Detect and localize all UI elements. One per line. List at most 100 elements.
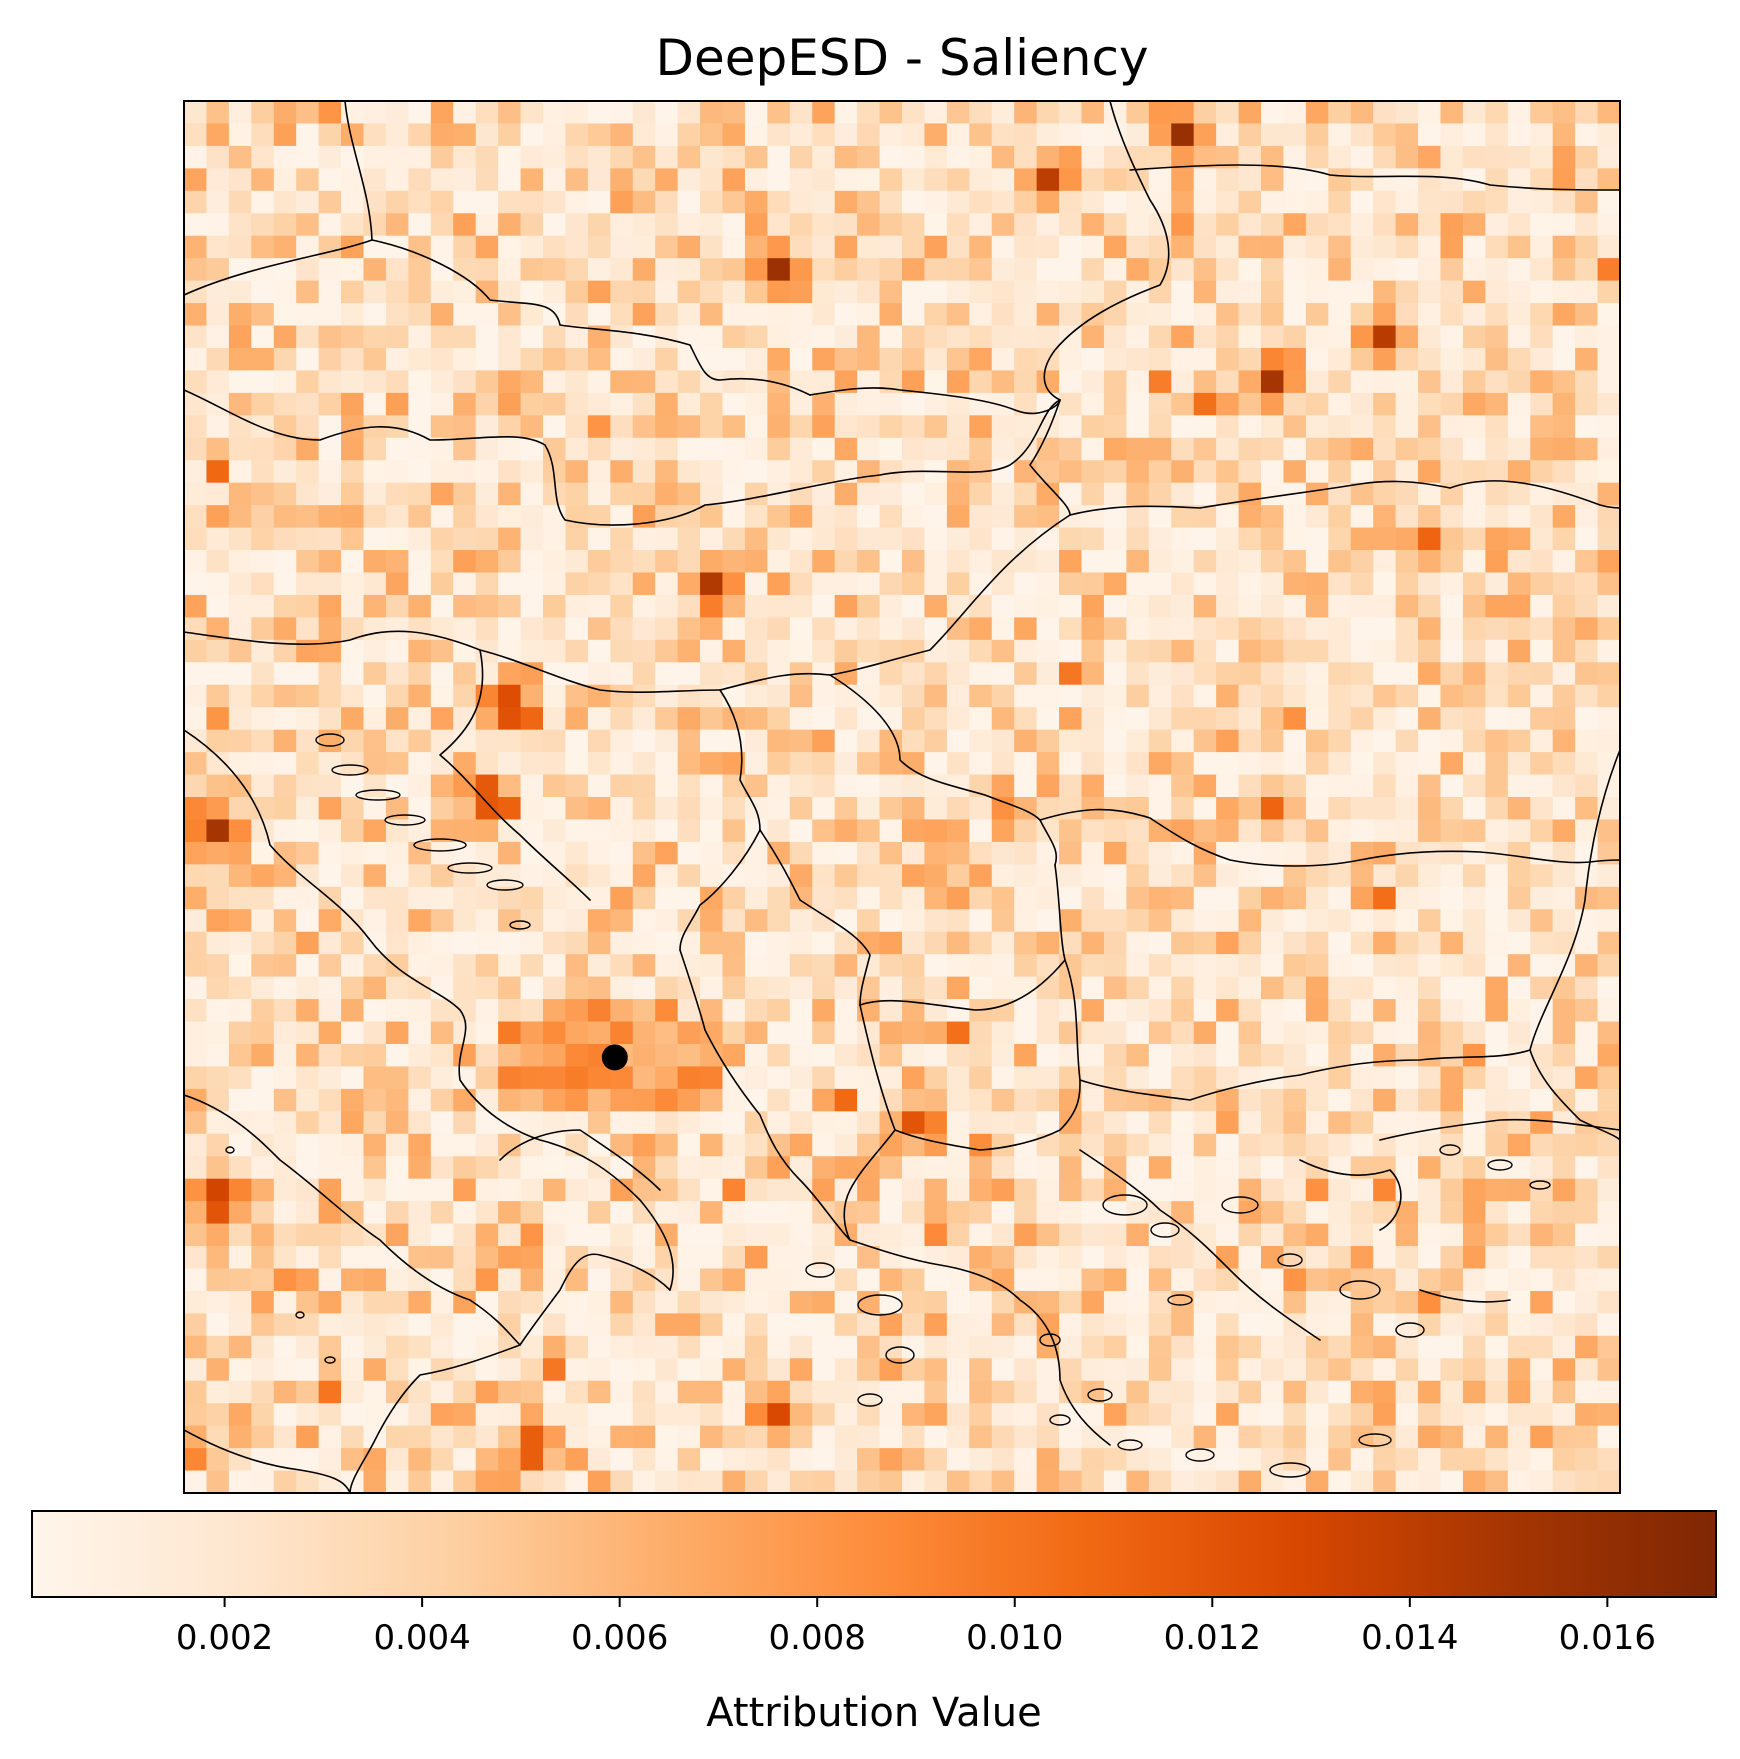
- heatmap-cell: [475, 1178, 499, 1202]
- heatmap-cell: [1171, 527, 1195, 551]
- heatmap-cell: [902, 190, 926, 214]
- heatmap-cell: [902, 639, 926, 663]
- heatmap-cell: [1552, 1380, 1576, 1404]
- heatmap-cell: [1036, 527, 1060, 551]
- heatmap-cell: [924, 662, 948, 686]
- heatmap-cell: [363, 213, 387, 237]
- heatmap-cell: [1014, 347, 1038, 372]
- heatmap-cell: [273, 101, 297, 125]
- heatmap-cell: [1530, 550, 1554, 574]
- heatmap-cell: [296, 437, 320, 461]
- heatmap-cell: [812, 1088, 836, 1112]
- heatmap-cell: [273, 1223, 297, 1247]
- heatmap-cell: [1148, 1133, 1172, 1157]
- heatmap-cell: [1575, 1156, 1599, 1180]
- heatmap-cell: [184, 437, 208, 461]
- heatmap-cell: [1462, 550, 1486, 574]
- heatmap-cell: [385, 662, 409, 686]
- heatmap-cell: [767, 1290, 791, 1314]
- heatmap-cell: [1575, 482, 1599, 506]
- heatmap-cell: [1103, 482, 1127, 506]
- heatmap-cell: [1171, 639, 1195, 663]
- heatmap-cell: [812, 864, 836, 888]
- heatmap-cell: [834, 639, 858, 663]
- heatmap-cell: [1575, 1223, 1599, 1247]
- heatmap-cell: [789, 527, 813, 551]
- heatmap-cell: [1418, 550, 1442, 574]
- heatmap-cell: [565, 258, 589, 282]
- heatmap-cell: [1575, 662, 1599, 686]
- island-outline: [331, 764, 369, 776]
- heatmap-cell: [655, 1470, 679, 1493]
- heatmap-cell: [1575, 774, 1599, 798]
- heatmap-cell: [1148, 527, 1172, 551]
- heatmap-cell: [969, 909, 993, 933]
- heatmap-cell: [251, 505, 275, 529]
- heatmap-cell: [1418, 145, 1442, 169]
- heatmap-cell: [812, 1133, 836, 1157]
- heatmap-cell: [1350, 1021, 1374, 1045]
- heatmap-cell: [251, 1403, 275, 1427]
- heatmap-cell: [744, 819, 768, 843]
- heatmap-cell: [184, 1403, 208, 1427]
- heatmap-cell: [1597, 886, 1620, 910]
- heatmap-cell: [1081, 1448, 1105, 1472]
- heatmap-cell: [857, 370, 881, 394]
- heatmap-cell: [1485, 909, 1509, 933]
- heatmap-cell: [587, 1156, 611, 1180]
- heatmap-cell: [1373, 347, 1397, 372]
- heatmap-cell: [385, 1380, 409, 1404]
- heatmap-cell: [1283, 123, 1307, 147]
- heatmap-cell: [475, 707, 499, 731]
- heatmap-cell: [834, 707, 858, 731]
- heatmap-cell: [1575, 258, 1599, 282]
- heatmap-cell: [969, 819, 993, 843]
- heatmap-cell: [991, 437, 1015, 461]
- heatmap-cell: [655, 864, 679, 888]
- heatmap-cell: [1148, 774, 1172, 798]
- heatmap-cell: [1373, 437, 1397, 461]
- heatmap-cell: [722, 101, 746, 125]
- heatmap-cell: [1597, 707, 1620, 731]
- heatmap-cell: [1462, 1425, 1486, 1449]
- heatmap-cell: [991, 482, 1015, 506]
- heatmap-cell: [385, 594, 409, 618]
- heatmap-cell: [946, 1246, 970, 1270]
- heatmap-cell: [453, 886, 477, 910]
- heatmap-cell: [610, 1425, 634, 1449]
- heatmap-cell: [1059, 550, 1083, 574]
- heatmap-cell: [498, 1201, 522, 1225]
- heatmap-cell: [318, 819, 342, 843]
- heatmap-cell: [1373, 370, 1397, 394]
- heatmap-cell: [1530, 1111, 1554, 1135]
- heatmap-cell: [1081, 774, 1105, 798]
- heatmap-cell: [857, 303, 881, 327]
- heatmap-cell: [1507, 931, 1531, 955]
- heatmap-cell: [453, 841, 477, 865]
- heatmap-cell: [834, 886, 858, 910]
- heatmap-cell: [363, 482, 387, 506]
- heatmap-cell: [1238, 370, 1262, 394]
- heatmap-cell: [902, 437, 926, 461]
- heatmap-cell: [1418, 864, 1442, 888]
- heatmap-cell: [543, 1380, 567, 1404]
- heatmap-cell: [475, 101, 499, 125]
- heatmap-cell: [632, 954, 656, 978]
- heatmap-cell: [475, 347, 499, 372]
- heatmap-cell: [1575, 370, 1599, 394]
- heatmap-cell: [1081, 1358, 1105, 1382]
- heatmap-cell: [834, 931, 858, 955]
- heatmap-cell: [632, 1425, 656, 1449]
- heatmap-cell: [610, 168, 634, 192]
- heatmap-cell: [341, 864, 365, 888]
- heatmap-cell: [1216, 1223, 1240, 1247]
- heatmap-cell: [1395, 1223, 1419, 1247]
- heatmap-cell: [565, 1066, 589, 1090]
- heatmap-cell: [1395, 662, 1419, 686]
- heatmap-cell: [273, 415, 297, 439]
- heatmap-cell: [1530, 1425, 1554, 1449]
- heatmap-cell: [655, 1043, 679, 1068]
- heatmap-cell: [1216, 841, 1240, 865]
- heatmap-cell: [991, 1156, 1015, 1180]
- heatmap-cell: [812, 303, 836, 327]
